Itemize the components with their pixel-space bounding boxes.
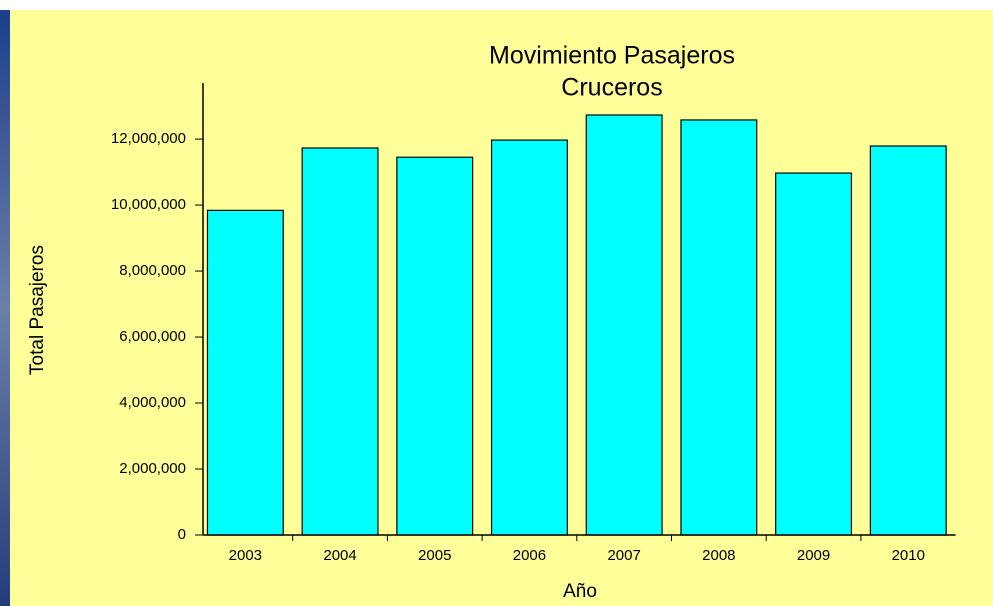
x-tick-label: 2008	[702, 547, 735, 564]
y-tick-label: 10,000,000	[111, 196, 186, 213]
x-tick-label: 2004	[323, 547, 356, 564]
y-tick-label: 6,000,000	[119, 328, 186, 345]
chart-title: Movimiento Pasajeros	[489, 42, 735, 70]
x-tick-label: 2009	[797, 547, 830, 564]
bar	[680, 119, 758, 536]
bar	[490, 139, 568, 536]
bar	[869, 145, 947, 536]
x-tick-label: 2005	[418, 547, 451, 564]
bar	[585, 114, 663, 536]
side-strip	[0, 10, 10, 606]
x-tick-label: 2010	[892, 547, 925, 564]
bar	[396, 156, 474, 536]
bar	[301, 147, 379, 536]
x-tick-label: 2007	[607, 547, 640, 564]
x-tick-label: 2006	[513, 547, 546, 564]
x-axis-title: Año	[563, 581, 597, 602]
bar	[206, 209, 284, 536]
y-tick-label: 2,000,000	[119, 460, 186, 477]
y-tick-label: 0	[178, 526, 186, 543]
y-tick-label: 8,000,000	[119, 262, 186, 279]
x-tick-label: 2003	[229, 547, 262, 564]
chart-title: Cruceros	[561, 74, 662, 102]
y-axis-title: Total Pasajeros	[27, 245, 48, 375]
y-tick-label: 12,000,000	[111, 130, 186, 147]
y-tick-label: 4,000,000	[119, 394, 186, 411]
bar	[775, 172, 853, 536]
